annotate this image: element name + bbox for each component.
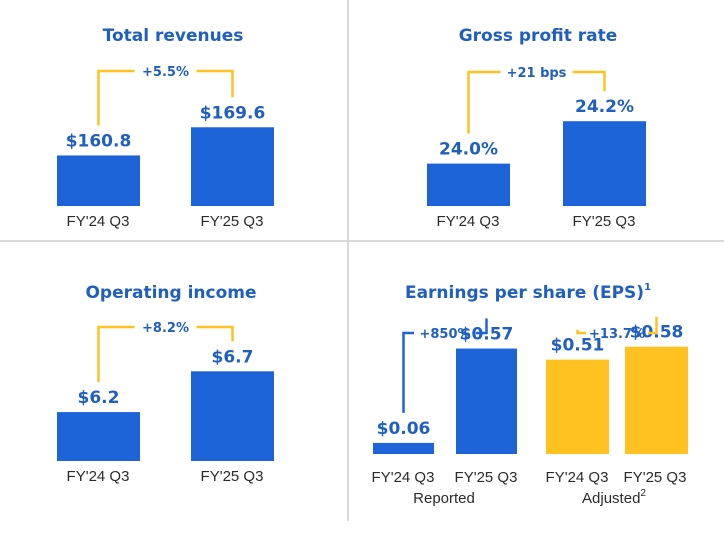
comparison-bracket	[476, 318, 488, 335]
bar	[546, 359, 609, 454]
comparison-label: +13.7%	[589, 327, 645, 342]
bar	[373, 442, 434, 454]
comparison-label: +850%	[419, 327, 470, 342]
comparison-label: +8.2%	[142, 321, 189, 336]
tick-label: FY'25 Q3	[201, 468, 264, 485]
eps-title: Earnings per share (EPS)1	[405, 282, 651, 303]
operating-income-title: Operating income	[85, 283, 256, 303]
bar	[456, 348, 517, 454]
total-revenues-title: Total revenues	[103, 26, 244, 46]
data-label: $6.7	[212, 347, 254, 367]
data-label: $6.2	[78, 388, 120, 408]
comparison-bracket	[196, 325, 234, 342]
tick-label: FY'25 Q3	[455, 469, 518, 486]
tick-label: FY'25 Q3	[201, 213, 264, 230]
comparison-label: +5.5%	[142, 65, 189, 80]
comparison-bracket	[196, 69, 234, 98]
group-label-adjusted: Adjusted2	[582, 488, 646, 507]
comparison-bracket	[572, 70, 606, 92]
eps-title-footnote: 1	[644, 282, 651, 293]
tick-label: FY'24 Q3	[67, 213, 130, 230]
comparison-bracket	[648, 316, 658, 335]
comparison-label: +21 bps	[507, 66, 567, 81]
data-label: $0.06	[377, 419, 431, 439]
tick-label: FY'25 Q3	[573, 213, 636, 230]
comparison-bracket	[576, 329, 586, 335]
group-label-reported: Reported	[413, 490, 475, 507]
bar	[427, 163, 510, 206]
eps-title-text: Earnings per share (EPS)	[405, 283, 644, 303]
data-label: 24.2%	[575, 97, 634, 117]
comparison-bracket	[402, 331, 414, 413]
chart-marks: $160.8 $169.6 +5.5% 24.0% 24.2% +21 bps $6.2 $6…	[57, 65, 688, 461]
bar	[191, 127, 274, 206]
comparison-bracket	[97, 325, 135, 383]
data-label: $0.51	[551, 336, 605, 356]
tick-label: FY'25 Q3	[624, 469, 687, 486]
tick-label: FY'24 Q3	[372, 469, 435, 486]
group-label-adjusted-text: Adjusted	[582, 490, 640, 507]
bar	[57, 155, 140, 206]
data-label: $169.6	[200, 103, 266, 123]
bar	[57, 412, 140, 461]
data-label: 24.0%	[439, 140, 498, 160]
data-label: $0.57	[460, 325, 514, 345]
gross-profit-rate-title: Gross profit rate	[459, 26, 618, 46]
tick-label: FY'24 Q3	[437, 213, 500, 230]
comparison-bracket	[97, 69, 135, 126]
tick-label: FY'24 Q3	[67, 468, 130, 485]
bar	[191, 371, 274, 461]
bar	[625, 346, 688, 454]
group-label-adjusted-footnote: 2	[640, 488, 646, 499]
bar	[563, 121, 646, 206]
data-label: $160.8	[66, 131, 132, 151]
tick-label: FY'24 Q3	[546, 469, 609, 486]
comparison-bracket	[467, 70, 501, 134]
